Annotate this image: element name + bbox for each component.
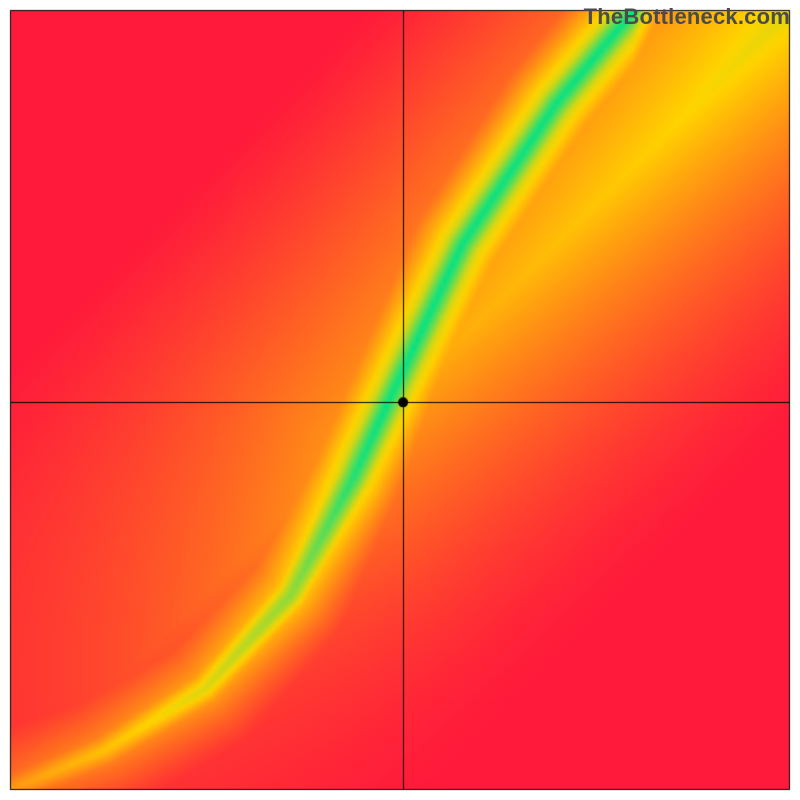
- watermark-text: TheBottleneck.com: [584, 4, 790, 30]
- chart-container: TheBottleneck.com: [0, 0, 800, 800]
- bottleneck-heatmap: [0, 0, 800, 800]
